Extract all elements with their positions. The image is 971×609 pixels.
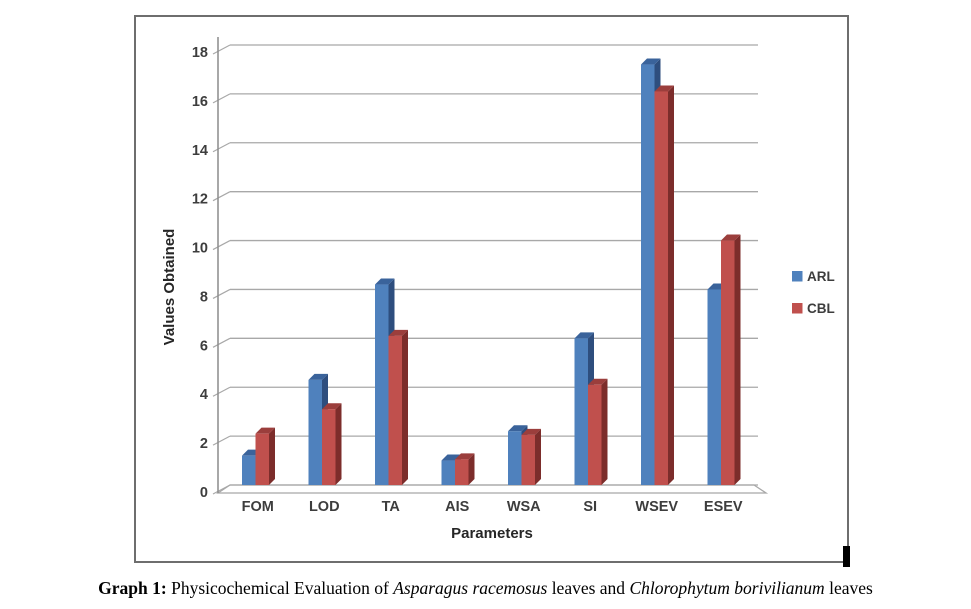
legend-swatch-CBL (792, 303, 803, 314)
corner-artifact (843, 546, 850, 567)
bar-CBL-WSEV (654, 85, 674, 485)
category-label-FOM: FOM (242, 499, 274, 515)
caption-label: Graph 1: (98, 578, 167, 598)
y-tick-label: 10 (192, 241, 208, 257)
chart-frame: 0 2 4 6 8 10 12 14 16 18 FOM LOD TA AIS WSA SI WSEV ESEV P… (134, 15, 849, 563)
y-tick-bevel (212, 288, 231, 299)
y-tick-label: 8 (200, 289, 208, 305)
category-label-LOD: LOD (309, 499, 340, 515)
caption-text: leaves (824, 578, 873, 598)
figure-caption: Graph 1: Physicochemical Evaluation of A… (0, 576, 971, 600)
bar-CBL-LOD (322, 403, 342, 485)
y-tick-label: 16 (192, 94, 208, 110)
y-tick-bevel (212, 191, 231, 202)
caption-species-2: Chlorophytum borivilianum (629, 578, 825, 598)
y-tick-bevel (212, 93, 231, 104)
category-label-ESEV: ESEV (704, 499, 743, 515)
bar-chart: 0 2 4 6 8 10 12 14 16 18 FOM LOD TA AIS WSA SI WSEV ESEV P… (161, 37, 835, 542)
y-tick-label: 0 (200, 485, 208, 501)
legend-swatch-ARL (792, 271, 803, 282)
y-tick-label: 4 (200, 387, 208, 403)
chart-floor (215, 484, 769, 494)
y-tick-label: 2 (200, 436, 208, 452)
caption-text: Physicochemical Evaluation of (166, 578, 394, 598)
y-tick-bevel (212, 386, 231, 397)
y-tick-bevel (212, 435, 231, 446)
caption-species-1: Asparagus racemosus (393, 578, 548, 598)
category-label-WSA: WSA (507, 499, 541, 515)
legend-label-CBL: CBL (807, 301, 835, 316)
legend-label-ARL: ARL (807, 269, 835, 284)
category-label-TA: TA (382, 499, 401, 515)
bar-CBL-SI (588, 378, 608, 485)
bar-CBL-AIS (455, 453, 475, 485)
y-tick-bevel (212, 337, 231, 348)
bar-CBL-ESEV (721, 234, 741, 485)
y-tick-label: 14 (192, 143, 208, 159)
bar-CBL-FOM (255, 427, 275, 485)
caption-text: leaves and (547, 578, 630, 598)
bar-CBL-WSA (521, 428, 541, 485)
y-tick-bevel (212, 142, 231, 153)
category-label-WSEV: WSEV (635, 499, 678, 515)
y-tick-bevel (212, 240, 231, 251)
y-tick-label: 18 (192, 45, 208, 61)
category-label-AIS: AIS (445, 499, 470, 515)
x-axis-title: Parameters (451, 525, 533, 542)
y-tick-label: 12 (192, 192, 208, 208)
bar-CBL-TA (388, 329, 408, 485)
y-tick-label: 6 (200, 338, 208, 354)
y-axis-title: Values Obtained (161, 229, 178, 346)
category-label-SI: SI (583, 499, 597, 515)
y-tick-bevel (212, 44, 231, 55)
